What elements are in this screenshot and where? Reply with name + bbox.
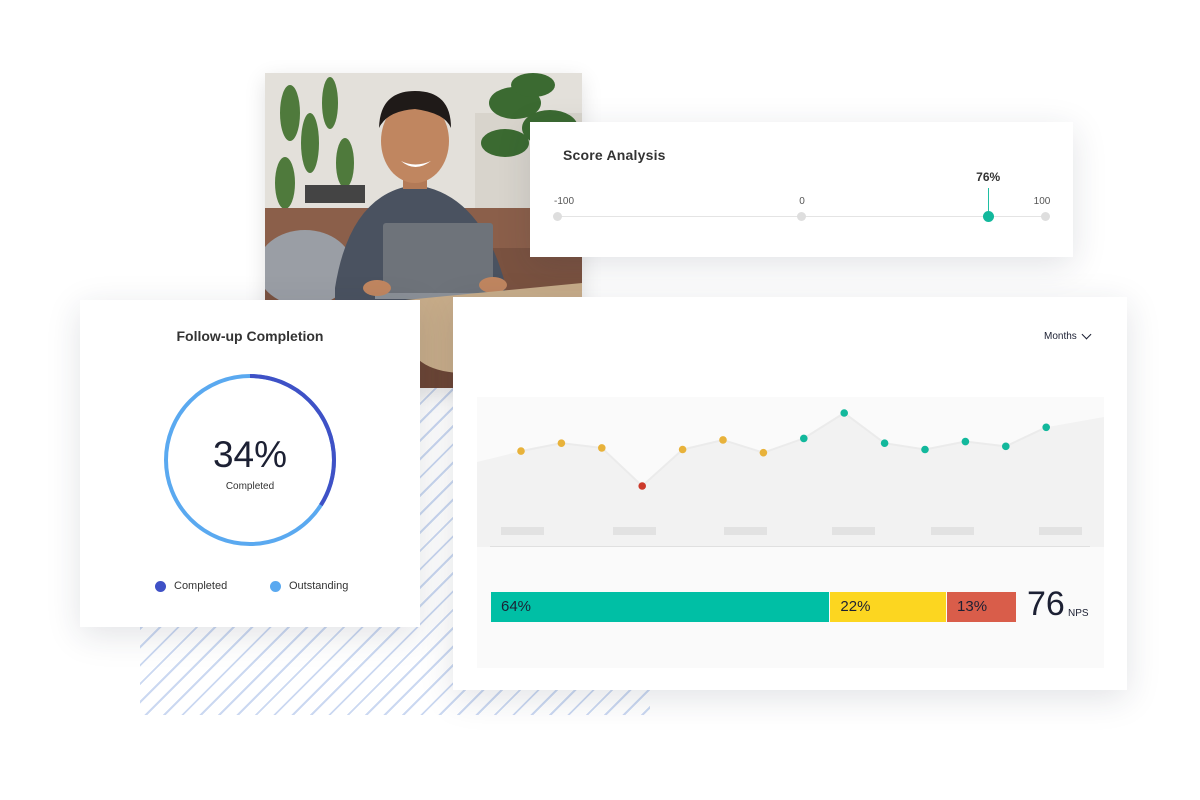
followup-completion-card: Follow-up Completion 34% Completed Compl… (80, 300, 420, 627)
scale-mid-dot (797, 212, 806, 221)
promoters-segment: 64% (491, 592, 829, 622)
trend-line (520, 411, 1047, 488)
donut-completed-arc (164, 374, 336, 546)
scale-mid-label: 0 (799, 196, 805, 207)
trend-point[interactable] (800, 434, 808, 443)
trend-point[interactable] (1002, 442, 1010, 451)
legend-outstanding: Outstanding (270, 580, 348, 592)
legend-completed: Completed (155, 580, 227, 592)
trend-point[interactable] (557, 439, 566, 447)
period-dropdown-label: Months (1044, 331, 1077, 342)
x-axis-placeholder (613, 527, 656, 535)
nps-breakdown-bar: 64% 22% 13% (491, 592, 1016, 622)
legend-completed-label: Completed (174, 580, 228, 592)
trend-point[interactable] (719, 436, 727, 444)
trend-area (477, 413, 1104, 547)
trend-point[interactable] (598, 444, 606, 452)
legend-completed-swatch (155, 580, 166, 592)
trend-point[interactable] (880, 439, 889, 447)
trend-point[interactable] (921, 445, 929, 454)
x-axis-placeholder (931, 527, 974, 535)
scale-max-label: 100 (1033, 196, 1051, 207)
score-analysis-card: Score Analysis -100 0 100 76% (530, 122, 1073, 257)
nps-trend-chart (477, 409, 1104, 547)
nps-unit: NPS (1068, 608, 1089, 619)
trend-point[interactable] (1042, 423, 1050, 432)
completion-percentage: 34% (212, 434, 288, 475)
score-marker-label: 76% (976, 170, 1001, 184)
scale-min-label: -100 (553, 196, 575, 207)
scale-max-dot (1041, 212, 1050, 221)
completion-donut (164, 374, 336, 546)
trend-point[interactable] (517, 447, 525, 455)
trend-point[interactable] (840, 409, 848, 417)
legend-outstanding-label: Outstanding (289, 580, 349, 592)
completion-sub-label: Completed (225, 481, 275, 492)
score-marker-stem (987, 188, 989, 212)
x-axis-placeholder (724, 527, 767, 535)
legend-outstanding-swatch (270, 580, 281, 592)
person-with-laptop-illustration (265, 73, 582, 388)
chart-divider (490, 546, 1090, 547)
followup-title: Follow-up Completion (176, 328, 324, 344)
hero-photo (265, 73, 582, 388)
x-axis-placeholder (832, 527, 875, 535)
passives-segment: 22% (830, 592, 946, 622)
period-dropdown[interactable]: Months (1044, 329, 1092, 342)
score-analysis-title: Score Analysis (563, 147, 666, 163)
trend-point[interactable] (638, 482, 646, 490)
nps-trend-card: Months 64% 22% 13% 76 NPS (453, 297, 1127, 690)
x-axis-placeholder (1039, 527, 1082, 535)
nps-score: 76 (1027, 585, 1065, 623)
trend-point[interactable] (759, 448, 768, 457)
trend-point[interactable] (678, 445, 687, 454)
scale-min-dot (553, 212, 562, 221)
score-marker[interactable] (982, 211, 994, 222)
trend-point[interactable] (961, 437, 970, 446)
x-axis-placeholder (501, 527, 544, 535)
detractors-segment: 13% (947, 592, 1016, 622)
